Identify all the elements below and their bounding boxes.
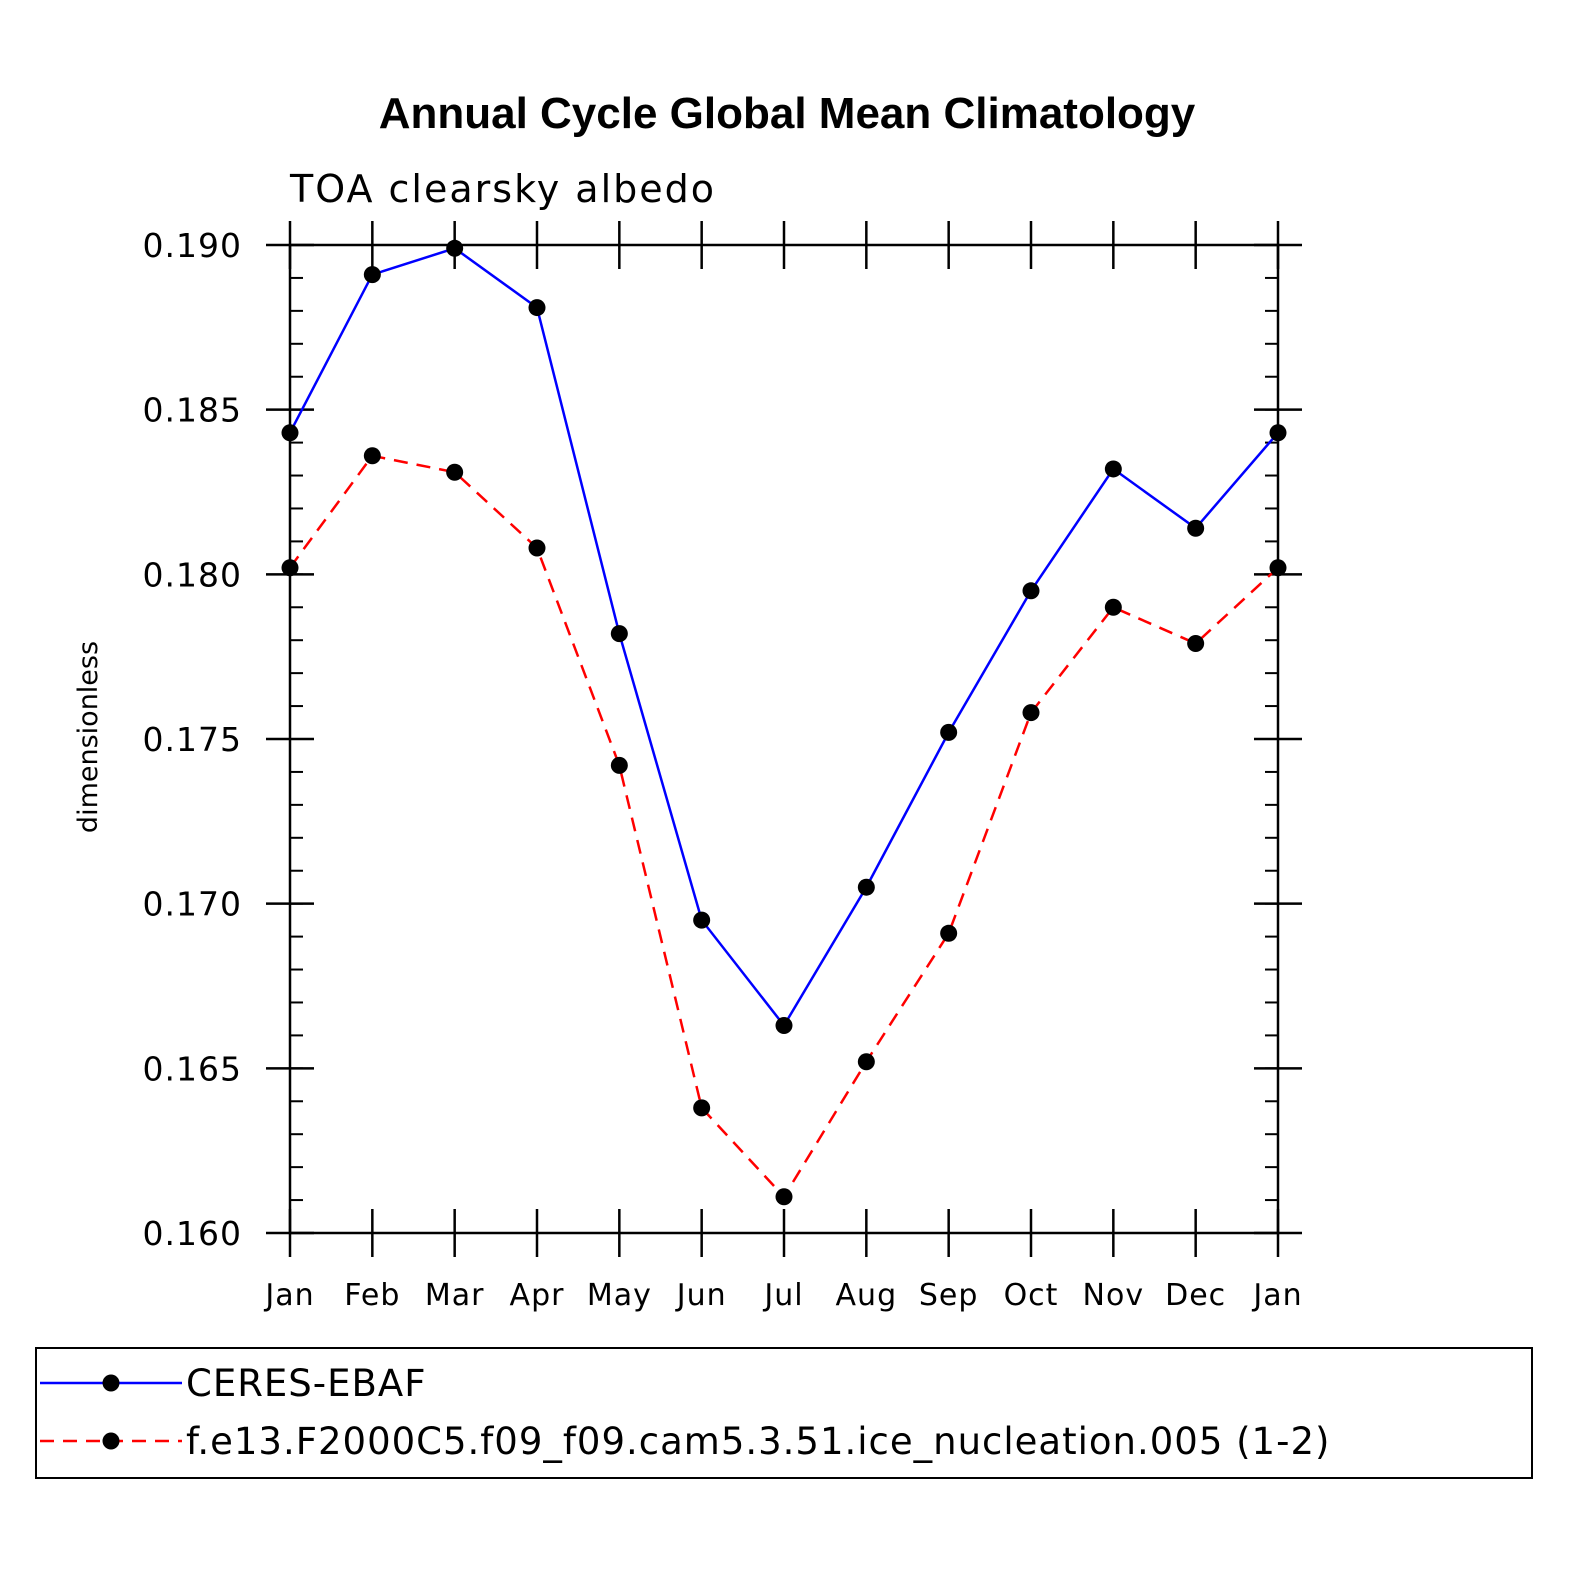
series-0-point [1187, 519, 1205, 537]
chart-subtitle: TOA clearsky albedo [289, 167, 716, 211]
legend-label-model: f.e13.F2000C5.f09_f09.cam5.3.51.ice_nucl… [186, 1420, 1330, 1463]
y-tick-label: 0.165 [143, 1049, 242, 1088]
x-tick-label: Apr [510, 1278, 565, 1313]
legend-marker-ceres [102, 1374, 120, 1392]
series-1-point [363, 447, 381, 465]
axis-ticks [266, 221, 1302, 1257]
y-tick-label: 0.185 [143, 391, 242, 430]
x-tick-label: Sep [919, 1278, 979, 1313]
chart-title: Annual Cycle Global Mean Climatology [379, 89, 1196, 138]
series-0-point [281, 424, 299, 442]
legend-box [35, 1347, 1533, 1479]
legend-item-ceres: CERES-EBAF [40, 1362, 427, 1405]
series-0-point [610, 625, 628, 643]
series-0-point [1269, 424, 1287, 442]
series-1-point [446, 463, 464, 481]
legend-marker-model [102, 1432, 120, 1450]
legend-label-ceres: CERES-EBAF [186, 1362, 427, 1405]
x-tick-label: Mar [425, 1278, 485, 1313]
x-tick-label: Jun [675, 1278, 727, 1313]
series-1-point [1269, 559, 1287, 577]
series-0-point [446, 239, 464, 257]
x-tick-label: Nov [1083, 1278, 1145, 1313]
legend-item-model: f.e13.F2000C5.f09_f09.cam5.3.51.ice_nucl… [40, 1420, 1330, 1463]
x-tick-label: Aug [836, 1278, 898, 1313]
x-tick-label: Dec [1165, 1278, 1226, 1313]
series-1-point [775, 1188, 793, 1206]
y-tick-label: 0.180 [143, 555, 242, 594]
x-tick-label: Feb [344, 1278, 400, 1313]
series-1-point [1022, 704, 1040, 722]
plot-area-frame [288, 243, 1280, 1235]
y-tick-labels: 0.160 0.165 0.170 0.175 0.180 0.185 0.190 [143, 226, 242, 1253]
y-axis-label: dimensionless [73, 641, 104, 833]
x-tick-label: Jul [762, 1278, 803, 1313]
series-1-point [1187, 634, 1205, 652]
series-line-1 [288, 454, 1279, 1199]
series-1-point [693, 1099, 711, 1117]
x-tick-label: Oct [1004, 1278, 1059, 1313]
series-1-point [857, 1053, 875, 1071]
series-0-point [940, 723, 958, 741]
series-0-point [857, 878, 875, 896]
y-tick-label: 0.170 [143, 885, 242, 924]
series-1-point [1104, 598, 1122, 616]
series-1-point [281, 559, 299, 577]
series-0-point [1104, 460, 1122, 478]
x-tick-label: Jan [1251, 1278, 1302, 1313]
x-tick-labels: Jan Feb Mar Apr May Jun Jul Aug Sep Oct Nov Dec Jan [263, 1278, 1302, 1313]
y-tick-label: 0.175 [143, 720, 242, 759]
y-tick-label: 0.160 [143, 1214, 242, 1253]
x-tick-label: May [587, 1278, 652, 1313]
series-0-point [1022, 582, 1040, 600]
series-line-0 [288, 246, 1279, 1028]
series-1-point [940, 924, 958, 942]
series-1-point [610, 756, 628, 774]
y-tick-label: 0.190 [143, 226, 242, 265]
series-1-point [528, 539, 546, 557]
series-0-point [693, 911, 711, 929]
series-0-point [528, 299, 546, 317]
series-layer [281, 239, 1287, 1206]
series-0-point [775, 1017, 793, 1035]
x-tick-label: Jan [263, 1278, 314, 1313]
series-0-point [363, 266, 381, 284]
